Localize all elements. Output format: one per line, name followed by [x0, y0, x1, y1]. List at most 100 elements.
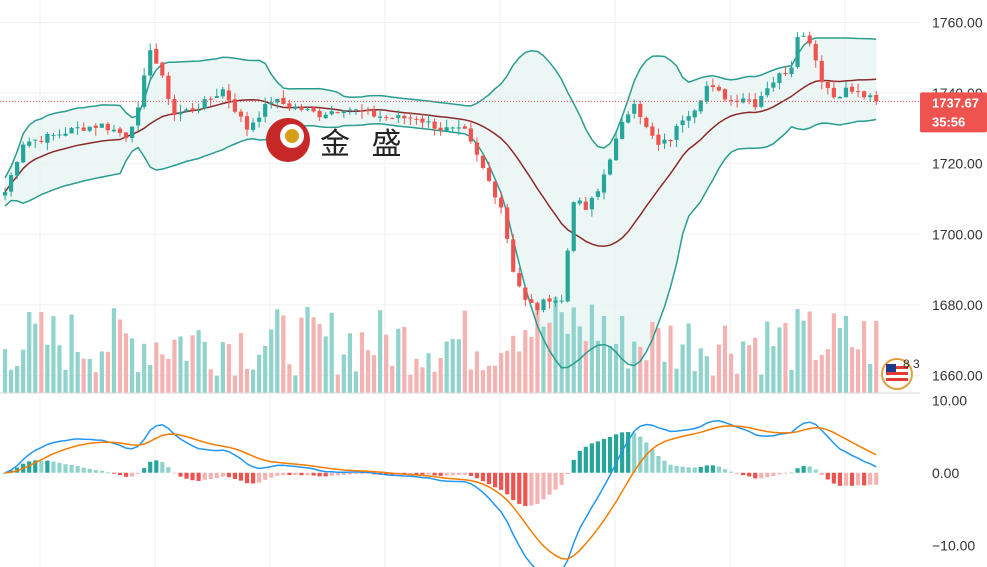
volume-bar: [190, 335, 195, 393]
macd-tick-label: −10.00: [932, 537, 975, 553]
volume-bar: [359, 332, 365, 393]
candle-body: [644, 117, 649, 127]
macd-hist-bar: [359, 472, 365, 474]
candle-body: [15, 162, 20, 176]
volume-bar: [480, 370, 486, 393]
volume-bar: [874, 320, 879, 393]
volume-bar: [105, 351, 110, 393]
price-tick-label: 1760.00: [932, 15, 983, 31]
candle-body: [741, 98, 746, 103]
volume-bar: [849, 347, 855, 393]
volume-bar: [154, 342, 159, 393]
volume-bar: [378, 310, 383, 393]
candle-body: [698, 100, 703, 112]
volume-bar: [21, 349, 26, 393]
macd-hist-bar: [281, 472, 286, 476]
volume-bar: [39, 311, 44, 393]
candle-body: [559, 300, 564, 302]
volume-bar: [172, 339, 177, 393]
candle-body: [160, 62, 165, 76]
candle-body: [136, 107, 141, 126]
candle-body: [184, 109, 189, 112]
macd-hist-bar: [734, 472, 740, 474]
macd-hist-bar: [511, 472, 516, 501]
candle-body: [505, 207, 510, 239]
macd-hist-bar: [426, 472, 431, 475]
candle-body: [172, 99, 177, 115]
macd-hist-bar: [632, 432, 637, 473]
volume-bar: [813, 359, 818, 393]
macd-hist-bar: [196, 472, 201, 481]
macd-hist-bar: [148, 461, 153, 473]
candle-body: [632, 103, 637, 114]
candle-body: [323, 114, 328, 119]
macd-hist-bar: [202, 472, 207, 480]
macd-hist-bar: [468, 472, 473, 476]
candle-body: [819, 60, 824, 83]
macd-hist-bar: [710, 465, 715, 473]
macd-hist-bar: [849, 472, 855, 486]
macd-hist-bar: [813, 469, 818, 473]
volume-bar: [8, 369, 14, 393]
candle-body: [257, 117, 262, 122]
event-flag[interactable]: 8 3: [881, 357, 920, 390]
candle-body: [783, 73, 788, 75]
volume-bar: [704, 356, 709, 393]
macd-hist-bar: [480, 472, 486, 482]
volume-bar: [559, 312, 564, 393]
macd-hist-bar: [275, 472, 280, 476]
volume-bar: [607, 345, 613, 393]
macd-hist-bar: [305, 472, 310, 476]
volume-bar: [456, 339, 461, 393]
candle-body: [813, 43, 818, 61]
volume-bar: [462, 310, 467, 393]
volume-bar: [613, 343, 619, 393]
candle-body: [438, 127, 443, 131]
candle-body: [462, 126, 467, 129]
macd-hist-bar: [220, 472, 225, 477]
macd-hist-bar: [238, 472, 244, 481]
macd-hist-bar: [93, 470, 98, 473]
candle-body: [148, 50, 153, 76]
macd-hist-bar: [595, 441, 601, 473]
candles[interactable]: [2, 31, 879, 315]
macd-hist-bar: [795, 468, 800, 473]
candle-body: [843, 87, 849, 98]
candle-body: [674, 125, 679, 140]
macd-axis[interactable]: 10.00 0.00 −10.00: [932, 392, 975, 553]
volume-bar: [317, 323, 322, 393]
macd-hist-bar: [674, 465, 679, 473]
volume-bar: [753, 337, 758, 393]
volume-bar: [2, 349, 8, 393]
candle-body: [716, 86, 722, 91]
volume-bar: [777, 327, 782, 393]
candle-body: [347, 109, 352, 111]
candle-body: [529, 299, 534, 303]
volume-bar: [281, 315, 286, 393]
macd-hist-bar: [33, 460, 38, 473]
macd-hist-bar: [226, 472, 231, 478]
macd-hist-bar: [105, 472, 110, 474]
volume-bar: [668, 325, 673, 393]
volume-bar: [831, 313, 836, 393]
volume-bar: [384, 334, 389, 393]
macd-hist-bar: [571, 459, 576, 473]
macd-hist-bar: [214, 472, 219, 479]
volume-bar: [299, 317, 304, 393]
macd-line: [4, 420, 877, 567]
candle-body: [511, 239, 516, 272]
candle-body: [45, 133, 50, 143]
price-axis[interactable]: 1760.001740.001720.001700.001680.001660.…: [932, 15, 983, 384]
volume-bar: [45, 344, 50, 393]
candle-body: [807, 35, 812, 44]
volume-bar: [747, 345, 752, 393]
macd-hist-bar: [650, 449, 655, 473]
candle-body: [765, 88, 770, 96]
macd-hist-bar: [698, 466, 703, 473]
candle-body: [142, 75, 147, 107]
macd-hist-bar: [601, 439, 607, 473]
volume-bar: [523, 330, 528, 393]
volume-bar: [644, 360, 649, 393]
volume-bar: [87, 358, 92, 393]
